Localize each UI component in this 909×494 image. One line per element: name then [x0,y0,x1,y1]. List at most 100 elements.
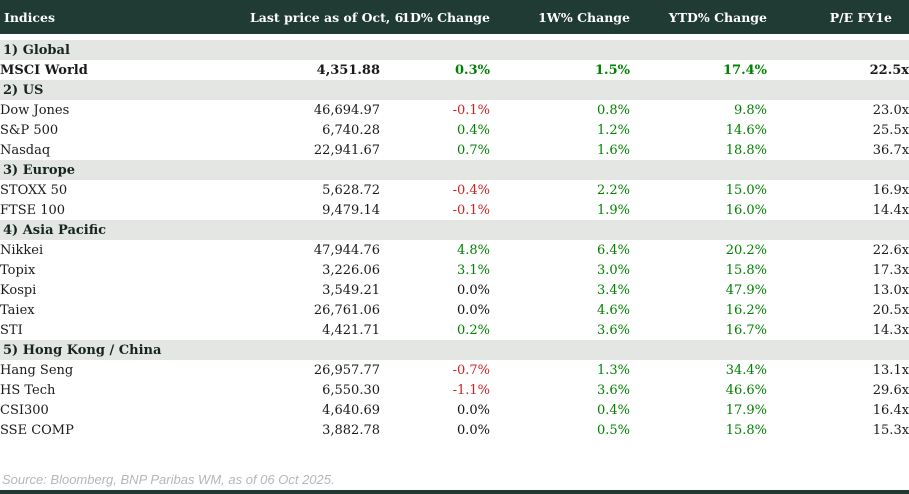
index-name: Nikkei [0,240,250,260]
change-ytd: 47.9% [630,280,767,300]
change-1w: 2.2% [490,180,630,200]
indices-table: 1) Global MSCI World 4,351.88 0.3% 1.5% 17.4%… [0,40,909,440]
change-ytd: 20.2% [630,240,767,260]
index-name: Taiex [0,300,250,320]
change-1w: 1.5% [490,60,630,80]
pe-ratio: 16.9x [767,180,909,200]
section-label: 4) Asia Pacific [0,220,909,240]
change-ytd: 17.4% [630,60,767,80]
index-row-dow-jones: Dow Jones 46,694.97 -0.1% 0.8% 9.8% 23.0x [0,100,909,120]
change-ytd: 34.4% [630,360,767,380]
pe-ratio: 14.3x [767,320,909,340]
change-1d: 0.0% [380,400,490,420]
last-price: 5,628.72 [250,180,380,200]
change-ytd: 14.6% [630,120,767,140]
change-1w: 0.8% [490,100,630,120]
index-row-msci-world: MSCI World 4,351.88 0.3% 1.5% 17.4% 22.5x [0,60,909,80]
pe-ratio: 36.7x [767,140,909,160]
section-label: 1) Global [0,40,909,60]
change-1w: 3.6% [490,320,630,340]
index-row-ftse-100: FTSE 100 9,479.14 -0.1% 1.9% 16.0% 14.4x [0,200,909,220]
change-ytd: 16.2% [630,300,767,320]
index-name: STOXX 50 [0,180,250,200]
change-ytd: 16.7% [630,320,767,340]
section-row-4-asia-pacific: 4) Asia Pacific [0,220,909,240]
column-header-1d-change: 1D% Change [401,9,490,25]
index-row-csi300: CSI300 4,640.69 0.0% 0.4% 17.9% 16.4x [0,400,909,420]
change-1d: 0.0% [380,300,490,320]
pe-ratio: 13.1x [767,360,909,380]
index-name: Kospi [0,280,250,300]
index-name: HS Tech [0,380,250,400]
pe-ratio: 22.5x [767,60,909,80]
index-name: MSCI World [0,60,250,80]
pe-ratio: 13.0x [767,280,909,300]
change-ytd: 15.0% [630,180,767,200]
change-1d: 3.1% [380,260,490,280]
pe-ratio: 20.5x [767,300,909,320]
table-header-bar: Indices Last price as of Oct, 6 1D% Chan… [0,0,909,34]
change-1d: -0.4% [380,180,490,200]
index-row-nikkei: Nikkei 47,944.76 4.8% 6.4% 20.2% 22.6x [0,240,909,260]
change-ytd: 15.8% [630,420,767,440]
column-header-pe-fy1e: P/E FY1e [829,9,892,25]
index-name: S&P 500 [0,120,250,140]
section-row-1-global: 1) Global [0,40,909,60]
index-row-kospi: Kospi 3,549.21 0.0% 3.4% 47.9% 13.0x [0,280,909,300]
index-row-topix: Topix 3,226.06 3.1% 3.0% 15.8% 17.3x [0,260,909,280]
change-1w: 1.3% [490,360,630,380]
change-1d: 0.4% [380,120,490,140]
index-name: Hang Seng [0,360,250,380]
pe-ratio: 17.3x [767,260,909,280]
index-row-sti: STI 4,421.71 0.2% 3.6% 16.7% 14.3x [0,320,909,340]
change-1d: 0.0% [380,280,490,300]
change-1d: 0.3% [380,60,490,80]
column-header-ytd-change: YTD% Change [668,9,767,25]
section-row-2-us: 2) US [0,80,909,100]
change-1w: 4.6% [490,300,630,320]
change-ytd: 18.8% [630,140,767,160]
index-row-hang-seng: Hang Seng 26,957.77 -0.7% 1.3% 34.4% 13.1x [0,360,909,380]
change-1w: 3.0% [490,260,630,280]
column-header-1w-change: 1W% Change [538,9,630,25]
last-price: 4,351.88 [250,60,380,80]
change-ytd: 17.9% [630,400,767,420]
index-row-stoxx-50: STOXX 50 5,628.72 -0.4% 2.2% 15.0% 16.9x [0,180,909,200]
change-1d: -0.1% [380,200,490,220]
index-row-sse-comp: SSE COMP 3,882.78 0.0% 0.5% 15.8% 15.3x [0,420,909,440]
pe-ratio: 22.6x [767,240,909,260]
change-ytd: 16.0% [630,200,767,220]
section-label: 5) Hong Kong / China [0,340,909,360]
section-label: 2) US [0,80,909,100]
source-note: Source: Bloomberg, BNP Paribas WM, as of… [2,472,335,487]
change-ytd: 15.8% [630,260,767,280]
section-row-3-europe: 3) Europe [0,160,909,180]
last-price: 3,882.78 [250,420,380,440]
index-name: CSI300 [0,400,250,420]
indices-table-body: 1) Global MSCI World 4,351.88 0.3% 1.5% 17.4%… [0,40,909,440]
pe-ratio: 15.3x [767,420,909,440]
last-price: 6,740.28 [250,120,380,140]
change-1w: 6.4% [490,240,630,260]
pe-ratio: 25.5x [767,120,909,140]
bottom-accent-bar [0,490,909,494]
last-price: 4,640.69 [250,400,380,420]
change-1w: 1.6% [490,140,630,160]
change-1w: 1.9% [490,200,630,220]
change-1d: -1.1% [380,380,490,400]
section-label: 3) Europe [0,160,909,180]
change-ytd: 46.6% [630,380,767,400]
change-1d: 4.8% [380,240,490,260]
change-1d: -0.1% [380,100,490,120]
change-1d: 0.7% [380,140,490,160]
last-price: 47,944.76 [250,240,380,260]
change-1w: 3.4% [490,280,630,300]
index-name: SSE COMP [0,420,250,440]
last-price: 22,941.67 [250,140,380,160]
index-row-s-p-500: S&P 500 6,740.28 0.4% 1.2% 14.6% 25.5x [0,120,909,140]
index-row-hs-tech: HS Tech 6,550.30 -1.1% 3.6% 46.6% 29.6x [0,380,909,400]
change-1d: 0.0% [380,420,490,440]
index-name: STI [0,320,250,340]
last-price: 4,421.71 [250,320,380,340]
